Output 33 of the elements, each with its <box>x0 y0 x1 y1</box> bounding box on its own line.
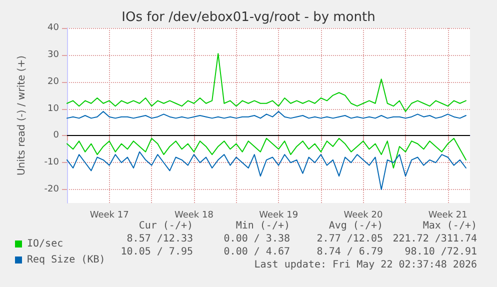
x-tick-label: Week 21 <box>428 210 468 220</box>
text: 221.72 /311.74 <box>392 234 478 244</box>
chart-title: IOs for /dev/ebox01-vg/root - by month <box>122 10 376 25</box>
line-series <box>66 53 466 112</box>
y-tick-label: -20 <box>44 184 60 195</box>
legend-label: IO/sec <box>27 238 64 250</box>
text: 0.00 / 4.67 <box>224 246 290 258</box>
text: 0.00 / 3.38 <box>224 234 290 244</box>
text: Last update: Fri May 22 02:37:48 2026 <box>254 260 478 270</box>
text: 8.57 /12.33 <box>126 234 194 244</box>
y-tick-label: 20 <box>48 76 60 87</box>
text: Max (-/+) <box>422 220 478 232</box>
line-series <box>66 151 466 190</box>
text: Avg (-/+) <box>328 220 384 232</box>
y-tick-label: 30 <box>48 50 60 60</box>
x-tick-label: Week 18 <box>174 210 214 220</box>
text: 98.10 /72.91 <box>404 246 478 258</box>
text: 2.77 /12.05 <box>316 234 384 244</box>
line-series <box>66 110 466 119</box>
x-tick-label: Week 19 <box>259 210 298 220</box>
line-series <box>66 138 466 168</box>
text: 8.74 / 6.79 <box>316 246 384 258</box>
y-axis-title: Units read (-) / write (+) <box>16 55 28 176</box>
y-tick-label: 10 <box>48 104 60 114</box>
text: 10.05 / 7.95 <box>120 246 194 258</box>
x-tick-label: Week 17 <box>90 210 129 220</box>
text: Min (-/+) <box>236 220 290 232</box>
y-tick-label: -10 <box>44 158 60 168</box>
text: Cur (-/+) <box>138 220 194 232</box>
legend-label: Req Size (KB) <box>27 254 106 266</box>
y-tick-label: 40 <box>48 23 60 33</box>
x-tick-label: Week 20 <box>344 210 383 220</box>
y-tick-label: 0 <box>53 130 60 141</box>
